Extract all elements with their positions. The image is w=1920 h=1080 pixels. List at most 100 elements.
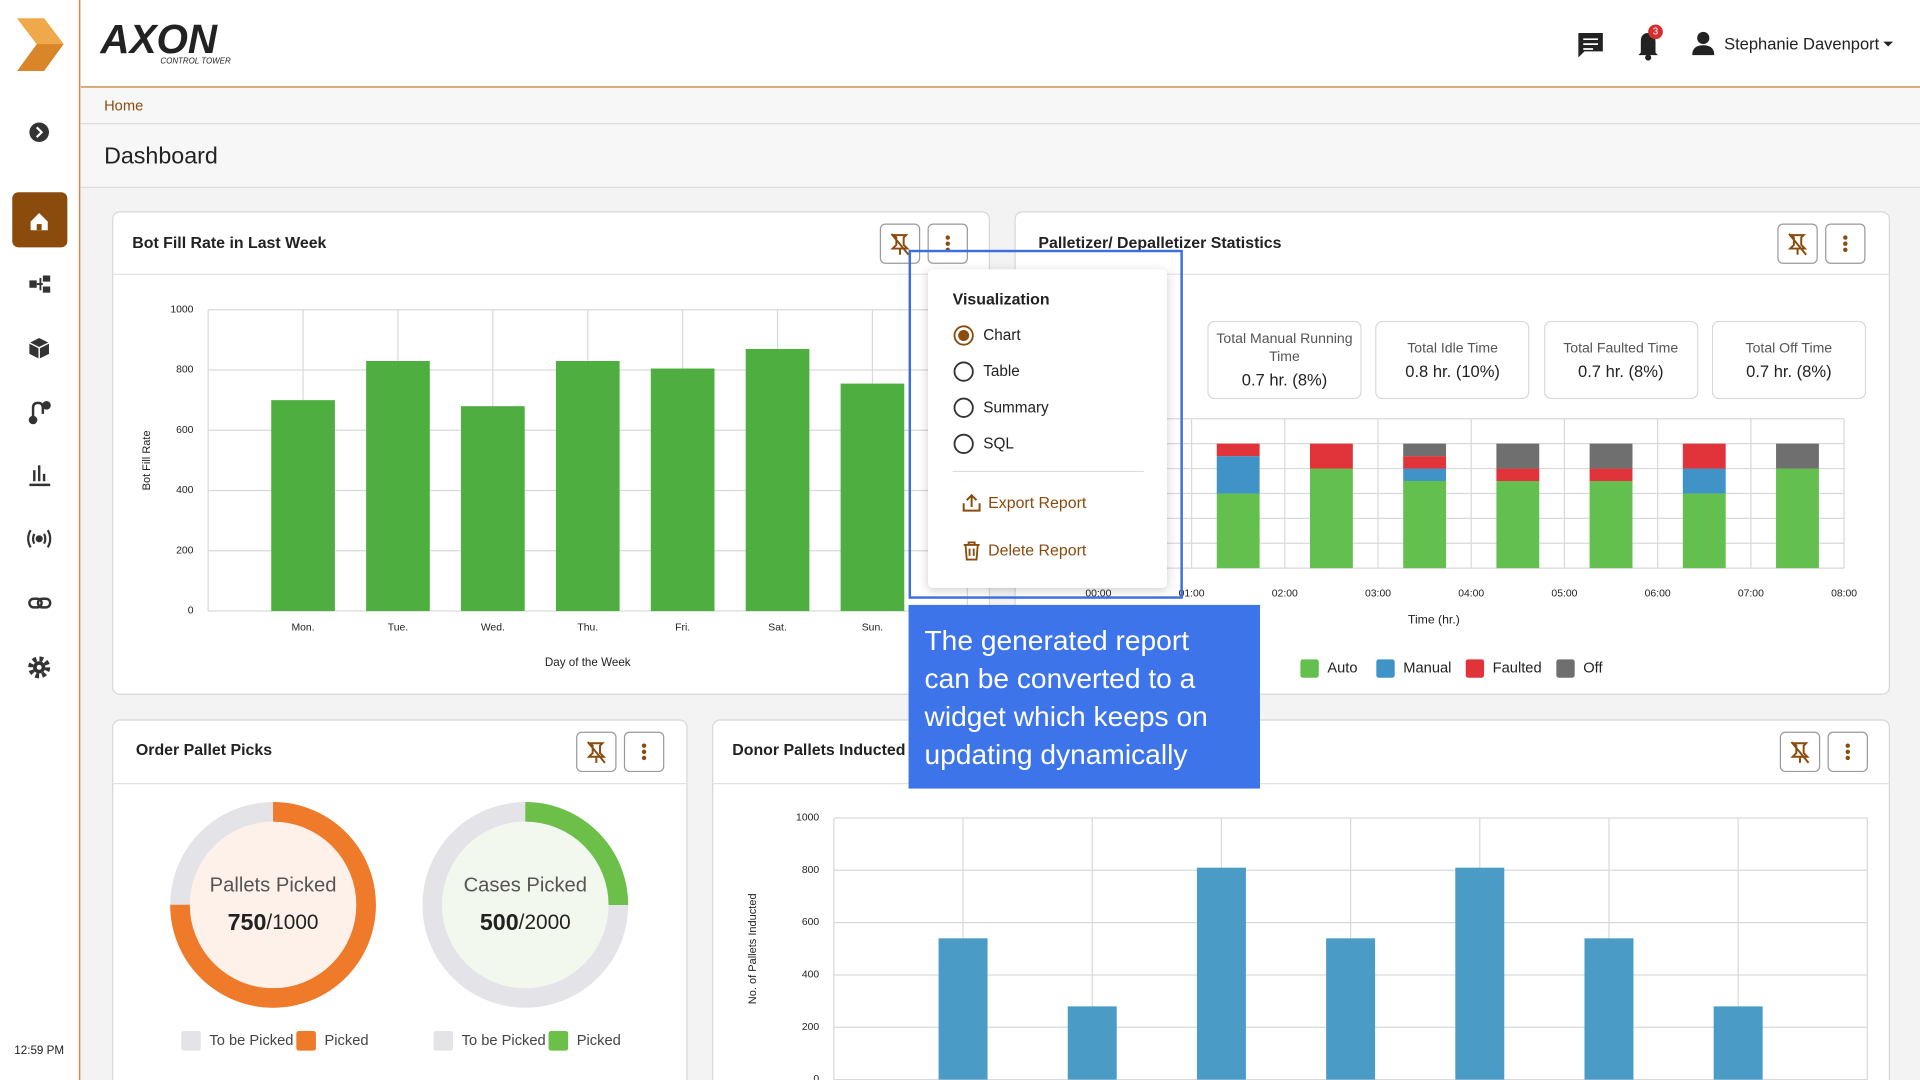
donut-label: Cases Picked [464, 874, 587, 896]
nav-routes[interactable] [28, 401, 51, 425]
legend-item[interactable]: Manual [1376, 659, 1451, 678]
notifications-button[interactable]: 3 [1638, 24, 1663, 61]
legend-swatch [296, 1031, 316, 1051]
y-tick-label: 200 [176, 545, 194, 556]
unpin-button[interactable] [879, 223, 921, 264]
radio [953, 433, 974, 454]
breadcrumb-bar [80, 88, 1920, 124]
header: AXON CONTROL TOWER 3 Stephanie Davenport [80, 0, 1920, 88]
nav-home[interactable] [12, 192, 68, 248]
legend-label: Off [1583, 661, 1603, 677]
more-dot [1843, 247, 1848, 252]
bar [938, 938, 988, 1080]
overlay: Visualization Chart Table Summary SQL Expor… [908, 249, 1260, 789]
legend-item[interactable]: Off [1556, 659, 1604, 678]
highlight-box [908, 249, 1183, 599]
stat-value: 0.7 hr. (8%) [1578, 361, 1664, 381]
menu-action[interactable]: Delete Report [988, 543, 1087, 560]
menu-option[interactable]: Chart [953, 325, 1021, 346]
bar-segment [1403, 481, 1447, 569]
bar-segment [1309, 443, 1353, 469]
legend-swatch [433, 1031, 454, 1051]
bar [1455, 867, 1505, 1080]
legend-swatch [548, 1031, 569, 1051]
more-button[interactable] [1825, 223, 1866, 264]
clock: 12:59 PM [14, 1044, 64, 1057]
more-button[interactable] [1827, 731, 1868, 773]
x-tick-label: Fri. [675, 623, 690, 634]
nav-signals[interactable] [27, 529, 52, 548]
stat-card: Total Manual Running Time 0.7 hr. (8%) [1207, 320, 1362, 400]
more-dot [1845, 743, 1850, 748]
messages-button[interactable] [1578, 33, 1603, 58]
y-tick-label: 600 [176, 425, 194, 436]
widget-title: Palletizer/ Depalletizer Statistics [1038, 235, 1281, 252]
legend-item[interactable]: To be Picked [433, 1031, 546, 1051]
stat-card-body: Total Manual Running Time 0.7 hr. (8%) [1207, 320, 1362, 400]
legend-item[interactable]: Auto [1300, 659, 1358, 678]
expand-button[interactable] [29, 122, 49, 143]
bar-segment [1403, 443, 1447, 457]
callout-line: can be converted to a [924, 663, 1195, 694]
unpin-button[interactable] [1777, 223, 1818, 264]
more-dot [641, 755, 647, 761]
legend-label: Picked [324, 1033, 368, 1049]
bar-segment [1682, 443, 1726, 469]
donut-inner [442, 821, 609, 989]
stat-card-body: Total Off Time 0.7 hr. (8%) [1711, 320, 1866, 400]
more-dot [641, 743, 647, 748]
legend-item[interactable]: To be Picked [181, 1031, 293, 1051]
nav-settings[interactable] [28, 656, 51, 679]
stat-card: Total Idle Time 0.8 hr. (10%) [1375, 320, 1530, 400]
menu-option[interactable]: SQL [953, 433, 1014, 454]
menu-action[interactable]: Export Report [988, 495, 1087, 512]
bar-segment [1682, 493, 1726, 569]
stat-value: 0.8 hr. (10%) [1405, 361, 1500, 381]
menu-option[interactable]: Table [953, 361, 1020, 382]
delete-action[interactable]: Delete Report [963, 541, 1087, 561]
donut-arc [422, 802, 629, 1008]
unpin-button[interactable] [576, 731, 617, 773]
legend-label: To be Picked [209, 1033, 293, 1049]
legend-swatch [1465, 659, 1485, 678]
total-value: /1000 [266, 911, 318, 934]
breadcrumb[interactable]: Home [104, 99, 143, 115]
more-button[interactable] [623, 731, 665, 773]
pin-icon [586, 741, 607, 764]
legend-swatch [1556, 659, 1575, 678]
stat-label: Total Idle Time [1407, 341, 1499, 356]
menu-option[interactable]: Summary [953, 397, 1049, 418]
bar-segment [1776, 468, 1819, 569]
user-menu[interactable]: Stephanie Davenport [1692, 31, 1894, 56]
x-tick-label: 03:00 [1365, 588, 1391, 599]
y-tick-label: 800 [176, 365, 194, 376]
export-action[interactable]: Export Report [962, 493, 1087, 512]
nav-reports[interactable] [29, 465, 51, 487]
unpin-button[interactable] [1779, 731, 1821, 773]
more-dot [945, 235, 950, 240]
legend-item[interactable]: Picked [296, 1031, 369, 1051]
nav-links[interactable] [28, 597, 52, 609]
legend-label: To be Picked [462, 1033, 546, 1049]
more-button[interactable] [927, 223, 968, 264]
stat-label: Total Off Time [1745, 341, 1833, 356]
legend-label: Faulted [1493, 661, 1542, 677]
bar-segment [1776, 443, 1819, 469]
x-tick-label: 01:00 [1179, 588, 1205, 599]
bar-segment [1496, 443, 1540, 469]
nav-inventory[interactable] [29, 337, 50, 359]
widget-frame [712, 719, 1890, 1080]
radio [953, 361, 974, 382]
menu-panel [928, 269, 1167, 588]
legend-item[interactable]: Faulted [1465, 659, 1542, 678]
bar-segment [1309, 468, 1353, 569]
y-tick-label: 0 [188, 606, 194, 617]
y-tick-label: 800 [802, 865, 820, 876]
legend-item[interactable]: Picked [548, 1031, 621, 1051]
x-tick-label: Tue. [388, 623, 408, 634]
stat-card: Total Faulted Time 0.7 hr. (8%) [1543, 320, 1698, 400]
bar [555, 361, 620, 612]
nav-hierarchy[interactable] [29, 275, 51, 293]
x-tick-label: 07:00 [1738, 588, 1764, 599]
